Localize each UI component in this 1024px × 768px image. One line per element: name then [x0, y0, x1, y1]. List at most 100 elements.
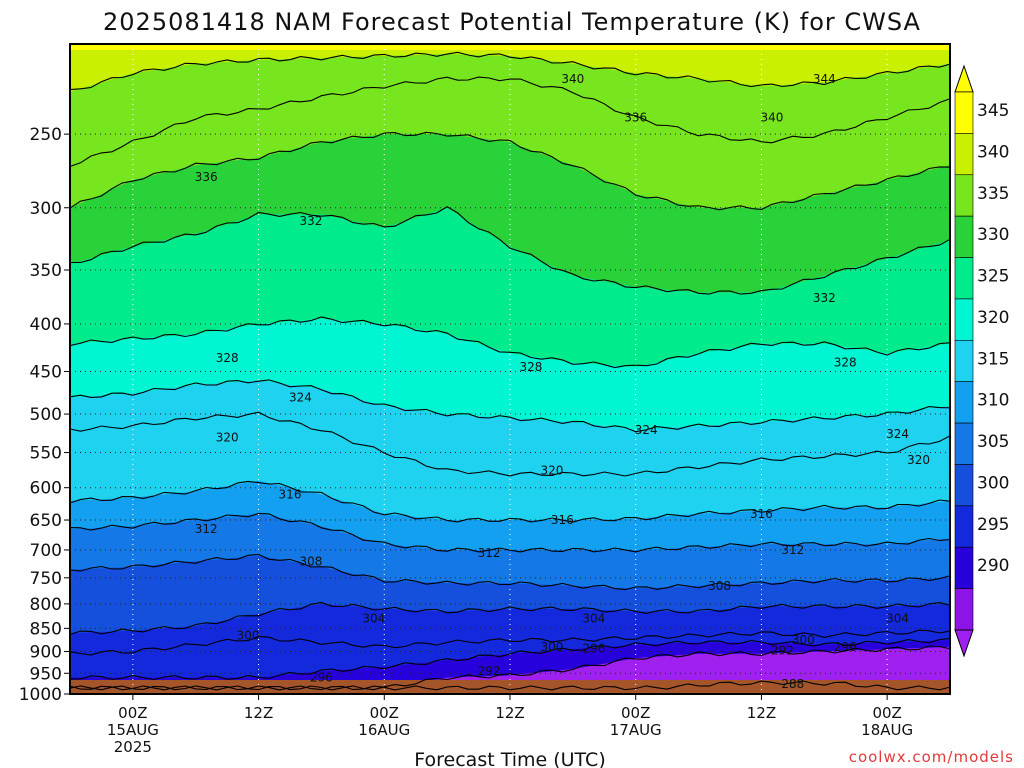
- y-tick-label: 1000: [19, 685, 62, 705]
- x-tick-label: 12Z: [244, 704, 273, 722]
- fill-band-top: [70, 44, 950, 51]
- contour-label: 336: [195, 170, 218, 184]
- contour-line-320: [70, 411, 950, 477]
- y-tick-label: 950: [30, 664, 62, 684]
- colorbar-segment: [954, 133, 974, 176]
- contour-label: 324: [289, 391, 312, 405]
- y-tick-label: 250: [30, 125, 62, 145]
- y-axis: 250 300 350 400 450 500 550 600 650 700 750 800 850 9…: [19, 125, 70, 705]
- contour-line-328: [70, 316, 950, 369]
- x-tick-label: 00Z: [872, 704, 901, 722]
- contour-layer: [70, 51, 950, 691]
- y-tick-label: 600: [30, 479, 62, 499]
- colorbar-label: 335: [977, 184, 1009, 204]
- contour-label: 308: [299, 554, 322, 568]
- colorbar: 345 340 335 330 325 320 315 310 305 300 295 290: [954, 64, 1009, 658]
- plot-area: 340 344 336 340 336 332 332 328 328 328 324 324 324 3…: [70, 44, 950, 694]
- grid-layer: [70, 44, 950, 694]
- x-tick-label: 16AUG: [358, 721, 410, 739]
- colorbar-top-arrow: [954, 64, 974, 93]
- colorbar-segment: [954, 340, 974, 382]
- x-tick-label: 00Z: [118, 704, 147, 722]
- contour-label: 312: [478, 546, 501, 560]
- colorbar-segment: [954, 257, 974, 300]
- contour-label: 324: [886, 427, 909, 441]
- contour-label: 316: [750, 507, 773, 521]
- y-tick-label: 450: [30, 363, 62, 383]
- contour-label: 320: [540, 464, 563, 478]
- contour-label: 336: [624, 111, 647, 125]
- colorbar-label: 315: [977, 349, 1009, 369]
- colorbar-segment: [954, 91, 974, 134]
- colorbar-segment: [954, 505, 974, 548]
- colorbar-label: 325: [977, 267, 1009, 287]
- contour-label: 300: [237, 628, 260, 642]
- contour-label: 308: [708, 579, 731, 593]
- y-tick-label: 550: [30, 444, 62, 464]
- x-tick-label: 00Z: [370, 704, 399, 722]
- colorbar-segment: [954, 464, 974, 507]
- contour-line-316: [70, 480, 950, 523]
- colorbar-bottom-arrow: [954, 629, 974, 658]
- contour-line-332: [70, 206, 950, 295]
- contour-label: 296: [582, 641, 605, 655]
- x-tick-label: 17AUG: [610, 721, 662, 739]
- contour-label: 292: [478, 664, 501, 678]
- contour-line-308: [70, 553, 950, 591]
- fill-band-344: [70, 44, 950, 92]
- colorbar-segment: [954, 215, 974, 258]
- contour-label: 320: [216, 431, 239, 445]
- colorbar-segment: [954, 174, 974, 217]
- colorbar-segment: [954, 381, 974, 424]
- x-tick-label: 18AUG: [861, 721, 913, 739]
- colorbar-label: 290: [977, 556, 1009, 576]
- contour-label: 304: [362, 612, 385, 626]
- colorbar-segment: [954, 546, 974, 589]
- contour-label-layer: 340 344 336 340 336 332 332 328 328 328 324 324 324 3…: [195, 72, 930, 691]
- colorbar-label: 320: [977, 308, 1009, 328]
- x-tick-label: 12Z: [747, 704, 776, 722]
- y-tick-label: 500: [30, 405, 62, 425]
- y-tick-label: 350: [30, 261, 62, 281]
- contour-label: 332: [813, 291, 836, 305]
- contour-line-344: [70, 51, 950, 91]
- contour-label: 344: [813, 72, 836, 86]
- contour-line-292: [70, 645, 950, 691]
- contour-label: 316: [551, 513, 574, 527]
- contour-label: 340: [760, 111, 783, 125]
- contour-label: 328: [519, 360, 542, 374]
- x-tick-label: 15AUG: [107, 721, 159, 739]
- colorbar-label: 330: [977, 225, 1009, 245]
- y-tick-label: 850: [30, 619, 62, 639]
- contour-label: 292: [771, 644, 794, 658]
- contour-line-312: [70, 512, 950, 553]
- contour-label: 312: [781, 543, 804, 557]
- y-tick-label: 750: [30, 569, 62, 589]
- colorbar-label: 305: [977, 432, 1009, 452]
- colorbar-label: 310: [977, 391, 1009, 411]
- y-tick-label: 800: [30, 595, 62, 615]
- contour-line-336: [70, 131, 950, 211]
- colorbar-segment: [954, 422, 974, 465]
- chart-title: 2025081418 NAM Forecast Potential Temper…: [103, 8, 921, 36]
- y-tick-label: 900: [30, 642, 62, 662]
- x-tick-label: 2025: [114, 738, 152, 756]
- contour-line-300: [70, 629, 950, 656]
- contour-label: 300: [792, 633, 815, 647]
- contour-line-304: [70, 601, 950, 635]
- credit-text: coolwx.com/models: [849, 748, 1014, 766]
- x-tick-label: 12Z: [495, 704, 524, 722]
- contour-label: 296: [834, 640, 857, 654]
- contour-label: 320: [907, 453, 930, 467]
- colorbar-label: 300: [977, 473, 1009, 493]
- y-tick-label: 650: [30, 511, 62, 531]
- colorbar-label: 345: [977, 101, 1009, 121]
- y-tick-label: 300: [30, 199, 62, 219]
- contour-label: 324: [635, 423, 658, 437]
- contour-label: 316: [279, 487, 302, 501]
- contour-line-288: [70, 680, 950, 691]
- colorbar-segment: [954, 588, 974, 631]
- y-tick-label: 400: [30, 315, 62, 335]
- contour-line-324: [70, 379, 950, 433]
